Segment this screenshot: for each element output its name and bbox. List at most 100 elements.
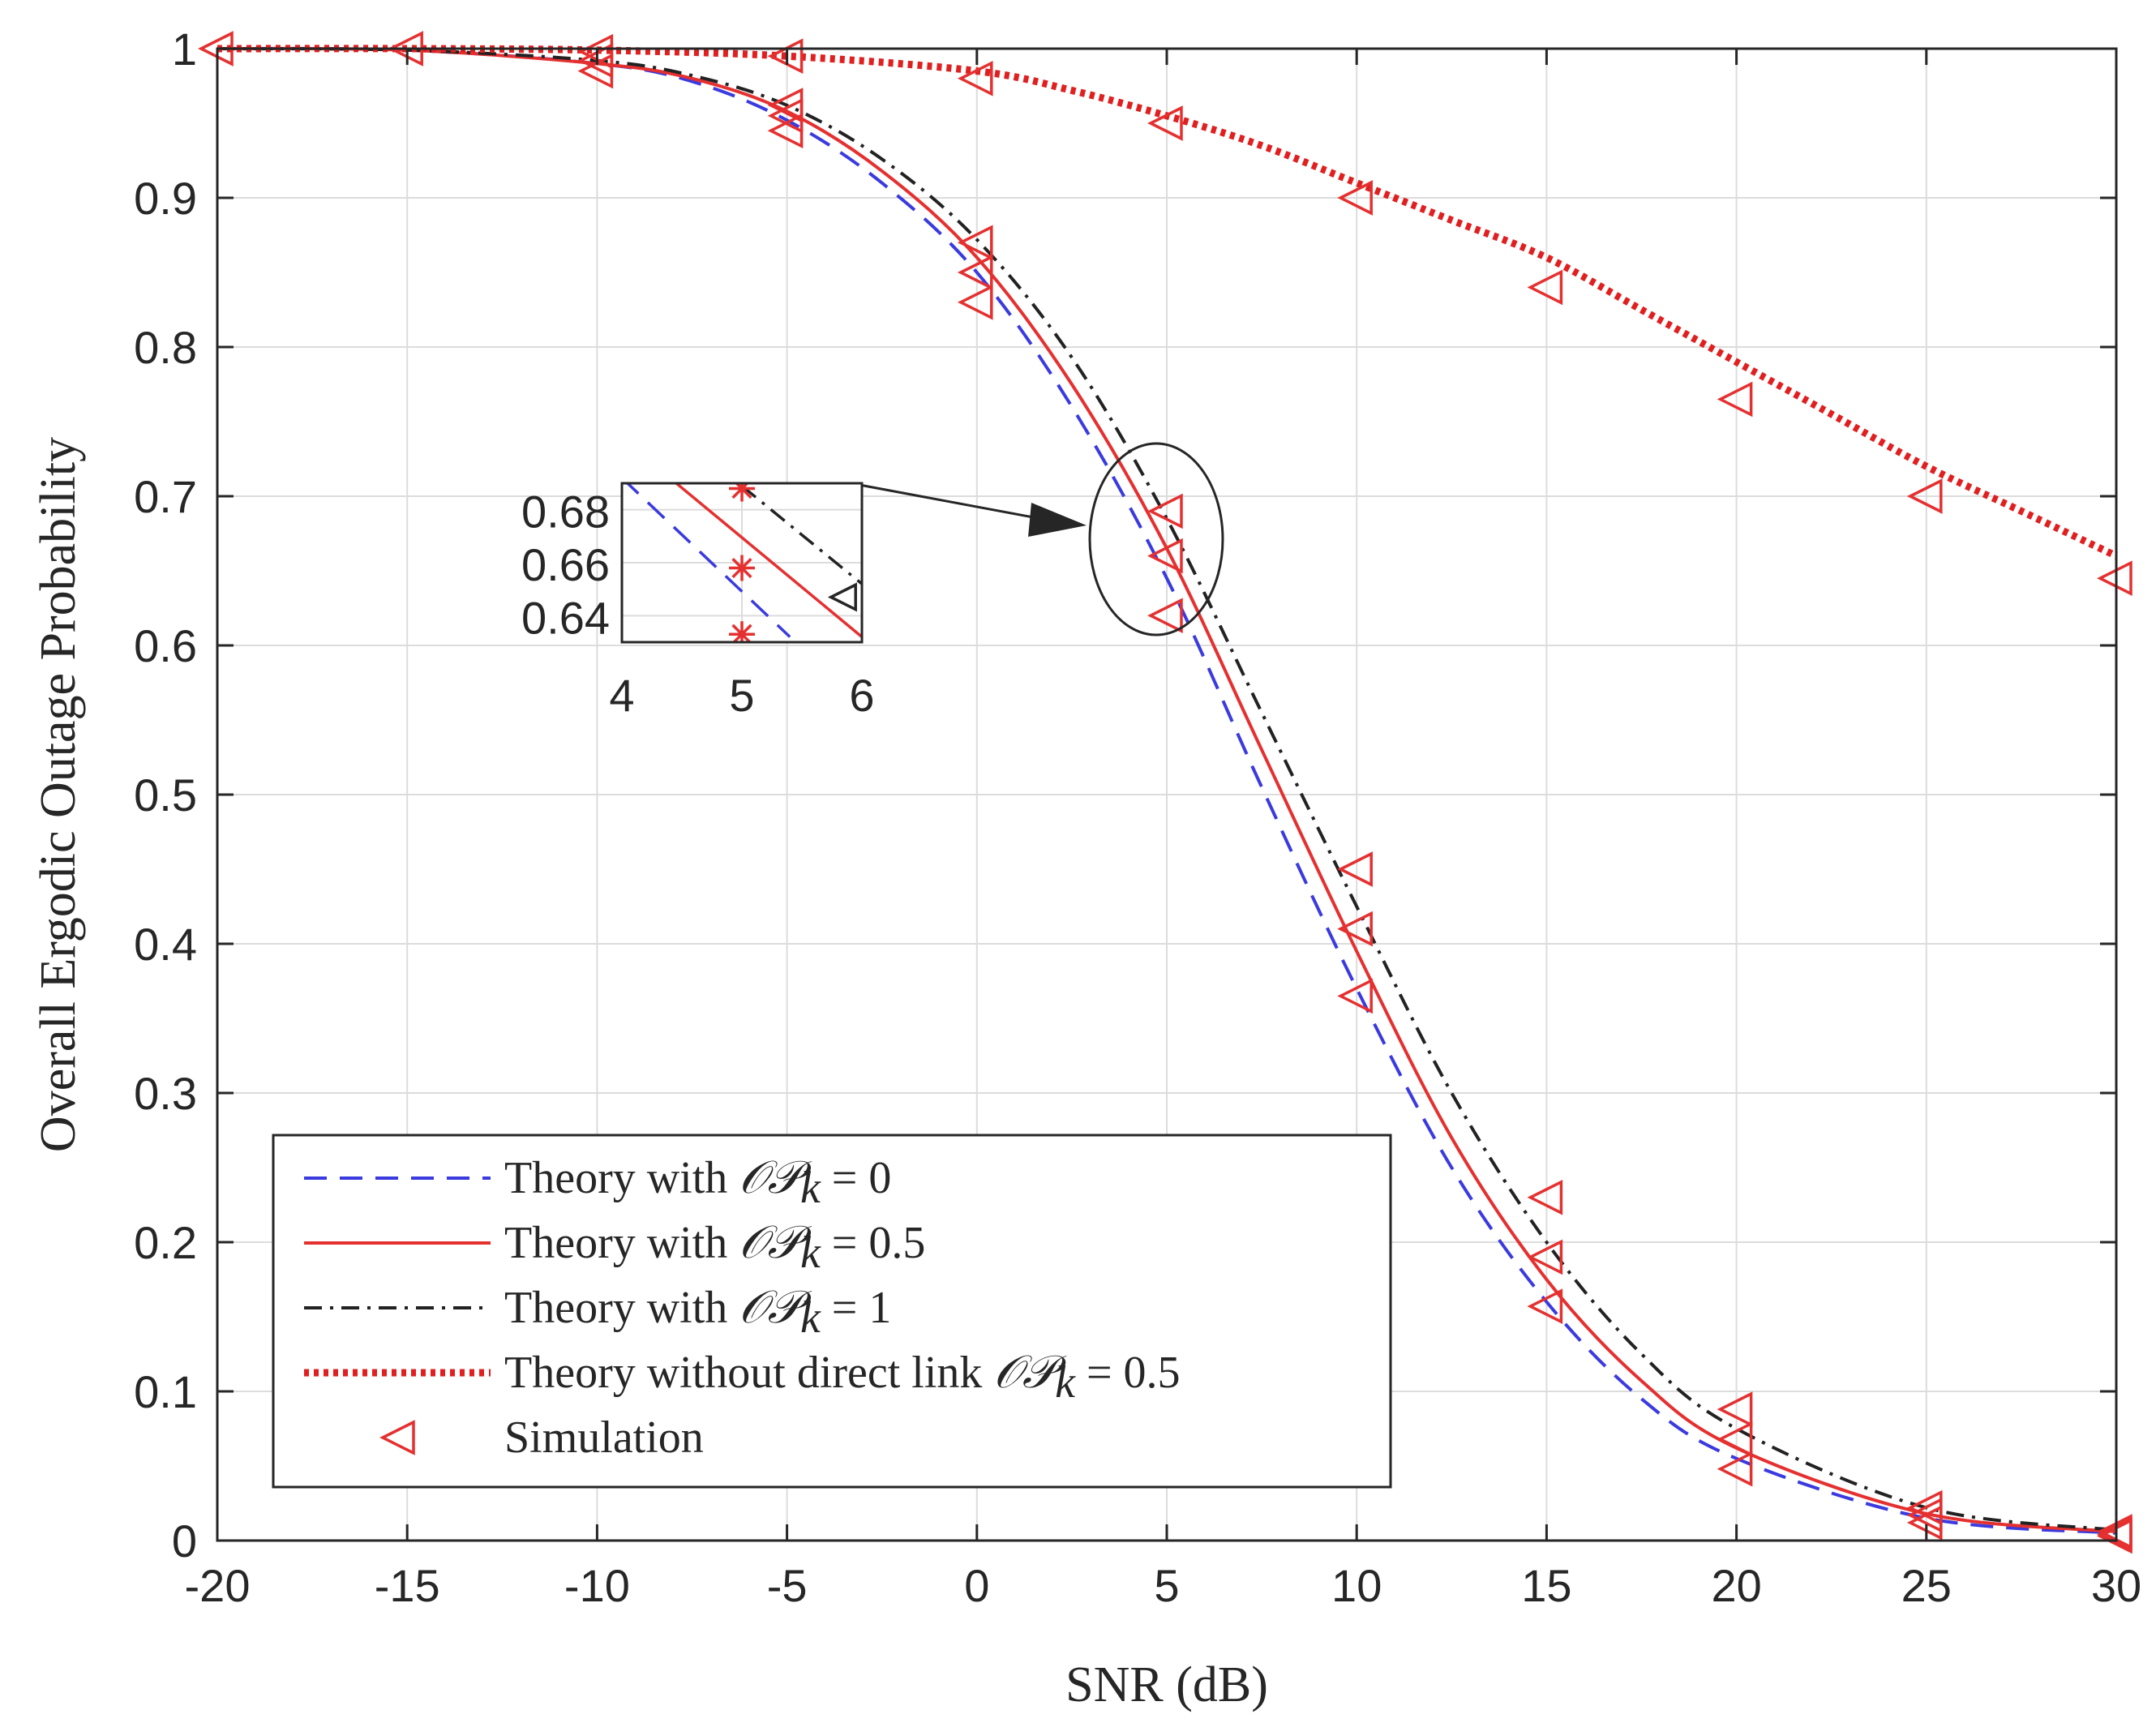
- simulation-marker: [957, 225, 993, 261]
- inset-y-tick-label: 0.64: [521, 592, 610, 643]
- legend-math-subscript: k: [800, 1163, 821, 1213]
- simulation-marker: [1717, 1421, 1753, 1457]
- legend-math-symbol: 𝒪𝒫: [739, 1283, 812, 1333]
- y-tick-label: 0.4: [134, 919, 197, 970]
- simulation-marker: [1147, 538, 1183, 574]
- y-tick-label: 0.3: [134, 1068, 197, 1119]
- legend-math-symbol: 𝒪𝒫: [739, 1218, 812, 1268]
- simulation-marker: [1527, 269, 1563, 306]
- legend-box: [272, 1134, 1392, 1489]
- inset-zoom: 4 5 6 0.640.660.68: [521, 482, 875, 721]
- x-tick-label: -5: [767, 1560, 808, 1611]
- x-tick-label: -20: [185, 1560, 251, 1611]
- y-tick-label: 0.7: [134, 471, 197, 522]
- legend-text-plain: Theory with: [504, 1283, 739, 1333]
- legend-text-suffix: = 0: [821, 1153, 892, 1203]
- legend-label-2: Theory with 𝒪𝒫k = 1: [504, 1283, 891, 1343]
- series-line-1: [216, 46, 2117, 1533]
- x-tick-label: 15: [1521, 1560, 1571, 1611]
- inset-y-ticks: 0.640.660.68: [521, 486, 610, 644]
- legend-math-symbol: 𝒪𝒫: [739, 1153, 812, 1203]
- simulation-marker: [767, 113, 804, 149]
- legend-math-subscript: k: [800, 1228, 821, 1278]
- x-tick-label: -15: [375, 1560, 440, 1611]
- legend-label-1: Theory with 𝒪𝒫k = 0.5: [504, 1218, 925, 1278]
- zoom-arrow-line: [859, 483, 1043, 521]
- simulation-marker: [1337, 978, 1373, 1014]
- legend-math-subscript: k: [1055, 1357, 1076, 1408]
- y-tick-label: 0: [172, 1515, 197, 1567]
- inset-star-marker: [729, 555, 755, 581]
- x-tick-label: 25: [1901, 1560, 1952, 1611]
- simulation-marker: [1147, 598, 1183, 634]
- legend-text-suffix: = 1: [821, 1283, 892, 1333]
- inset-x-ticks: 4 5 6: [609, 670, 874, 721]
- simulation-marker: [1527, 1239, 1563, 1275]
- y-tick-label: 0.1: [134, 1366, 197, 1417]
- simulation-marker: [1527, 1288, 1563, 1324]
- legend-label-3: Theory without direct link 𝒪𝒫k = 0.5: [504, 1348, 1181, 1408]
- y-tick-label: 0.2: [134, 1217, 197, 1268]
- inset-x-tick-label: 6: [849, 670, 874, 721]
- legend-label-0: Theory with 𝒪𝒫k = 0: [504, 1153, 891, 1213]
- simulation-marker: [1906, 478, 1943, 514]
- inset-series: [625, 483, 862, 642]
- simulation-marker: [1717, 1391, 1753, 1427]
- y-tick-label: 0.6: [134, 620, 197, 671]
- legend-text-suffix: = 0.5: [821, 1218, 926, 1268]
- y-axis-ticks: 0 0.1 0.2 0.3 0.4 0.5 0.6 0.7 0.8 0.9 1: [134, 24, 2116, 1567]
- inset-star-stroke: [731, 483, 750, 499]
- series-line-3: [216, 45, 2118, 559]
- simulation-marker: [827, 582, 857, 612]
- inset-frame: [620, 482, 864, 644]
- x-axis-label: SNR (dB): [1065, 1657, 1268, 1712]
- inset-star-stroke: [731, 557, 752, 579]
- legend-text-plain: Theory without direct link: [504, 1348, 993, 1398]
- simulation-marker: [957, 60, 993, 96]
- simulation-marker: [957, 284, 993, 320]
- legend-text-plain: Theory with: [504, 1153, 739, 1203]
- x-tick-label: 20: [1711, 1560, 1761, 1611]
- simulation-marker: [1337, 851, 1373, 887]
- legend-text-plain: Theory with: [504, 1218, 739, 1268]
- series-line-2: [216, 47, 2117, 1532]
- y-axis-label: Overall Ergodic Outage Probability: [31, 437, 86, 1152]
- legend-math-symbol: 𝒪𝒫: [993, 1348, 1066, 1398]
- legend-text-plain: Simulation: [504, 1412, 704, 1463]
- simulation-marker: [1147, 105, 1183, 141]
- simulation-marker: [1717, 381, 1753, 418]
- inset-y-tick-label: 0.66: [521, 539, 610, 590]
- legend-text-suffix: = 0.5: [1075, 1348, 1181, 1398]
- y-tick-label: 1: [172, 24, 197, 75]
- simulation-marker: [1527, 1179, 1563, 1215]
- inset-y-tick-label: 0.68: [521, 486, 610, 538]
- simulation-marker: [957, 255, 993, 290]
- inset-line-1: [674, 483, 862, 638]
- inset-x-tick-label: 5: [729, 670, 754, 721]
- x-tick-label: 10: [1331, 1560, 1382, 1611]
- simulation-marker: [1717, 1451, 1753, 1487]
- x-axis-ticks: -20 -15 -10 -5 0 5 10 15 20 25 30: [185, 49, 2141, 1611]
- x-tick-label: -10: [564, 1560, 630, 1611]
- x-tick-label: 30: [2091, 1560, 2141, 1611]
- y-tick-label: 0.9: [134, 173, 197, 224]
- y-tick-label: 0.5: [134, 769, 197, 821]
- inset-star-stroke: [731, 624, 752, 642]
- inset-star-marker: [729, 483, 755, 502]
- inset-star-marker: [729, 621, 755, 642]
- inset-line-2: [740, 484, 862, 585]
- zoom-ellipse: [1088, 442, 1224, 636]
- x-tick-label: 0: [964, 1560, 989, 1611]
- simulation-marker: [1147, 493, 1183, 529]
- series-layer: [216, 45, 2118, 1535]
- zoom-arrow-head: [1028, 503, 1087, 537]
- y-tick-label: 0.8: [134, 322, 197, 373]
- legend-label-4: Simulation: [504, 1412, 704, 1463]
- simulation-marker: [379, 1420, 415, 1455]
- inset-line-0: [625, 483, 791, 638]
- legend-math-subscript: k: [800, 1292, 821, 1343]
- simulation-marker: [1337, 911, 1373, 947]
- inset-x-tick-label: 4: [609, 670, 634, 721]
